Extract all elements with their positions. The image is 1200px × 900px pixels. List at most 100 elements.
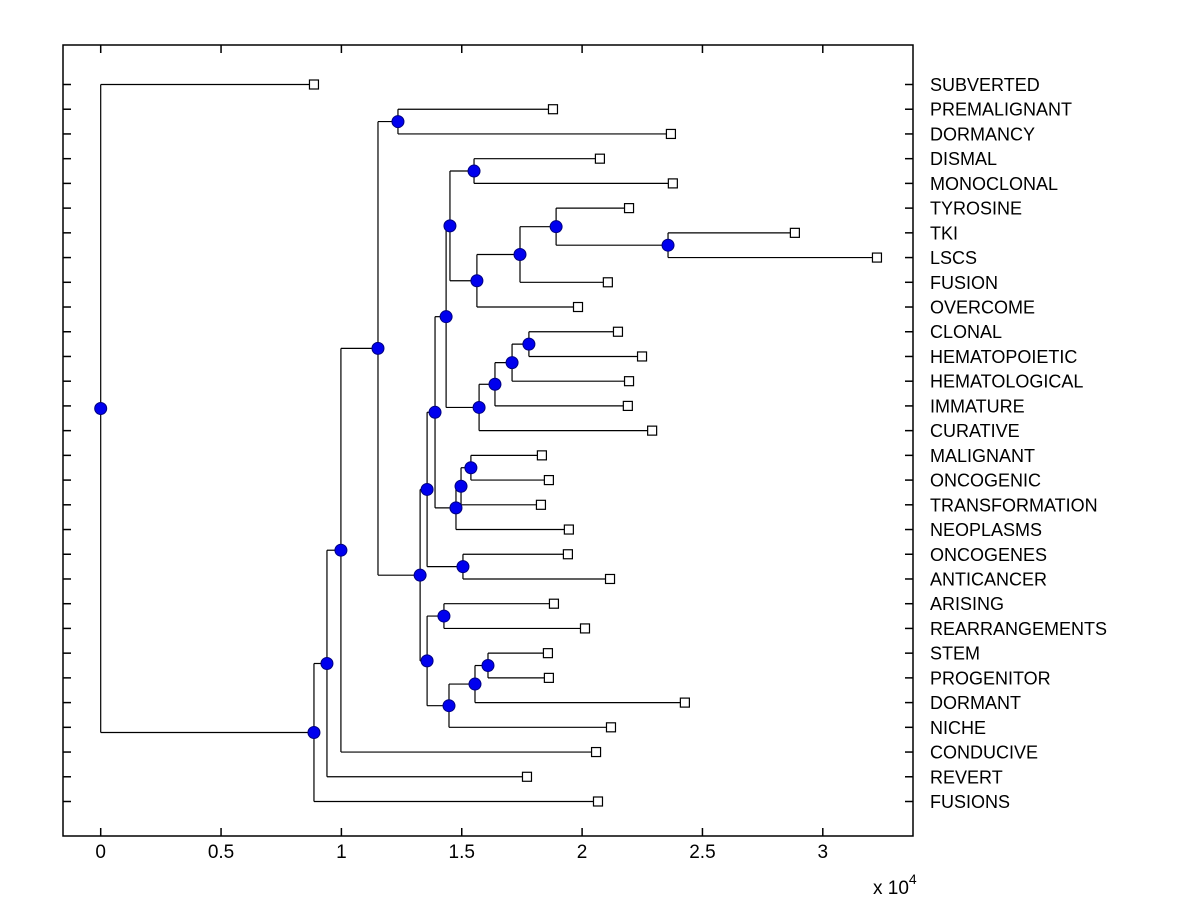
leaf-marker	[604, 573, 616, 585]
leaf-marker	[679, 697, 690, 708]
leaf-label: PREMALIGNANT	[930, 100, 1072, 120]
leaf-marker	[789, 227, 800, 238]
x-axis-tick-label: 0.5	[208, 842, 234, 863]
branch-node-marker	[420, 654, 434, 668]
leaf-label: TYROSINE	[930, 199, 1022, 219]
leaf-marker	[572, 301, 584, 313]
leaf-label: OVERCOME	[930, 298, 1035, 318]
x-axis-tick-label: 2	[577, 842, 588, 863]
leaf-marker	[543, 672, 554, 683]
leaf-label: CLONAL	[930, 322, 1002, 342]
leaf-label: IMMATURE	[930, 396, 1025, 416]
branch-node-marker	[472, 400, 486, 414]
leaf-label: PROGENITOR	[930, 668, 1051, 688]
leaf-label: DISMAL	[930, 149, 997, 169]
leaf-label: NEOPLASMS	[930, 520, 1042, 540]
leaf-label: HEMATOPOIETIC	[930, 347, 1077, 367]
leaf-label: DORMANT	[930, 693, 1021, 713]
branch-node-marker	[428, 405, 442, 419]
leaf-marker	[665, 128, 677, 140]
leaf-label: FUSION	[930, 273, 998, 293]
plot-box	[62, 44, 914, 837]
branch-node-marker	[481, 659, 495, 673]
branch-node-marker	[470, 274, 484, 288]
branch-node-marker	[413, 568, 427, 582]
branch-node-marker	[505, 356, 519, 370]
leaf-marker	[602, 277, 613, 288]
branch-node-marker	[443, 219, 457, 233]
leaf-label: FUSIONS	[930, 792, 1010, 812]
leaf-label: NICHE	[930, 718, 986, 738]
branch-node-marker	[454, 479, 468, 493]
leaf-label: STEM	[930, 644, 980, 664]
leaf-label: TRANSFORMATION	[930, 495, 1098, 515]
leaf-label: REARRANGEMENTS	[930, 619, 1107, 639]
branch-node-marker	[449, 501, 463, 515]
leaf-label: LSCS	[930, 248, 977, 268]
branch-node-marker	[522, 337, 536, 351]
leaf-marker	[647, 425, 658, 436]
leaf-marker	[612, 326, 624, 337]
branch-node-marker	[442, 699, 456, 713]
leaf-marker	[594, 153, 606, 164]
x-axis-tick-label: 1	[336, 842, 347, 863]
leaf-label: ARISING	[930, 594, 1004, 614]
leaf-marker	[562, 549, 573, 560]
branch-node-marker	[371, 341, 385, 355]
leaf-marker	[622, 400, 633, 412]
x-axis-tick-label: 1.5	[449, 842, 475, 863]
leaf-label: CONDUCIVE	[930, 743, 1038, 763]
x-axis-tick-label: 2.5	[689, 842, 715, 863]
branch-node-marker	[94, 401, 108, 415]
leaf-label: SUBVERTED	[930, 75, 1040, 95]
leaf-marker	[535, 499, 547, 510]
branch-node-marker	[549, 220, 563, 234]
leaf-marker	[667, 178, 678, 189]
branch-node-marker	[456, 560, 470, 574]
branch-node-marker	[488, 377, 502, 391]
leaf-marker	[590, 746, 602, 758]
leaf-label: ONCOGENIC	[930, 471, 1041, 491]
leaf-marker	[563, 524, 574, 535]
leaf-marker	[605, 722, 617, 733]
leaf-label: DORMANCY	[930, 124, 1035, 144]
leaf-label: HEMATOLOGICAL	[930, 372, 1083, 392]
leaf-marker	[623, 376, 635, 387]
branch-node-marker	[391, 115, 405, 129]
leaf-marker	[542, 648, 554, 659]
branch-node-marker	[467, 164, 481, 178]
x-axis-exponent-label: x 104	[873, 871, 917, 899]
branch-node-marker	[420, 482, 434, 496]
leaf-label: REVERT	[930, 767, 1003, 787]
leaf-marker	[536, 450, 548, 461]
leaf-marker	[636, 351, 648, 362]
branch-node-marker	[307, 725, 321, 739]
leaf-label: MALIGNANT	[930, 446, 1035, 466]
branch-node-marker	[468, 677, 482, 691]
leaf-label: MONOCLONAL	[930, 174, 1058, 194]
leaf-marker	[592, 796, 604, 807]
leaf-marker	[623, 203, 635, 214]
leaf-marker	[579, 623, 591, 634]
branch-node-marker	[464, 461, 478, 475]
leaf-marker	[547, 104, 559, 115]
x-axis-tick-label: 3	[818, 842, 829, 863]
leaf-label: TKI	[930, 223, 958, 243]
leaf-marker	[548, 598, 560, 609]
branch-node-marker	[661, 238, 675, 252]
branch-node-marker	[320, 656, 334, 670]
leaf-label: CURATIVE	[930, 421, 1020, 441]
leaf-label: ANTICANCER	[930, 569, 1047, 589]
leaf-label: ONCOGENES	[930, 545, 1047, 565]
x-axis-tick-label: 0	[95, 842, 106, 863]
branch-node-marker	[439, 310, 453, 324]
leaf-marker	[543, 474, 554, 486]
branch-node-marker	[513, 247, 527, 261]
leaf-marker	[871, 252, 883, 263]
leaf-marker	[521, 771, 533, 782]
branch-node-marker	[334, 543, 348, 557]
leaf-marker	[308, 79, 320, 90]
branch-node-marker	[437, 609, 451, 623]
